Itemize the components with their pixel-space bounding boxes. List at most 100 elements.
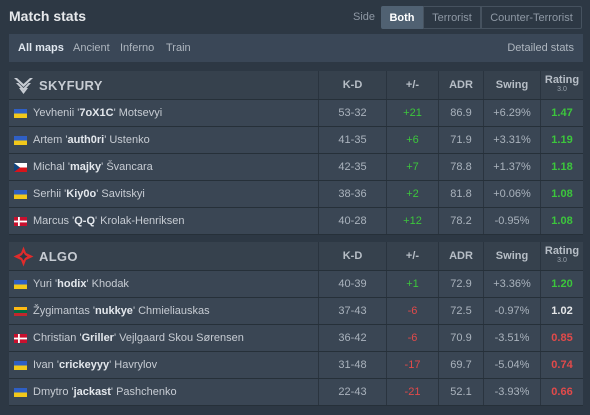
rating-value: 1.02 [540,298,583,324]
kd-value: 40-28 [318,208,386,234]
adr-value: 72.9 [438,271,483,297]
player-nickname: Kiy0o [66,188,97,200]
map-tab-all-maps[interactable]: All maps [18,42,64,54]
side-option-both[interactable]: Both [381,6,423,29]
player-first-name: Dmytro ' [33,386,74,398]
col-adr: ADR [438,242,483,270]
player-row: Michal 'majky' Švancara 42-35 +7 78.8 +1.37%… [9,154,583,181]
col-swing: Swing [483,242,540,270]
player-row: Serhii 'Kiy0o' Savitskyi 38-36 +2 81.8 +0.06… [9,181,583,208]
player-last-name: ' Savitskyi [96,188,145,200]
kd-value: 36-42 [318,325,386,351]
col-rating-label: Rating [544,245,580,257]
swing-value: -3.93% [483,379,540,405]
rating-value: 0.74 [540,352,583,378]
team-header-row: ALGO K-D +/- ADR Swing Rating 3.0 [9,242,583,271]
flag-ua-icon [14,136,27,145]
kd-value: 37-43 [318,298,386,324]
plus-minus-value: -6 [386,325,438,351]
col-rating-version: 3.0 [557,257,567,264]
player-name-link[interactable]: Serhii 'Kiy0o' Savitskyi [33,188,145,200]
player-name-link[interactable]: Artem 'auth0ri' Ustenko [33,134,150,146]
player-last-name: ' Vejlgaard Skou Sørensen [113,332,244,344]
player-name-link[interactable]: Žygimantas 'nukkye' Chmieliauskas [33,305,210,317]
detailed-stats-link[interactable]: Detailed stats [507,42,574,54]
player-nickname: 7oX1C [79,107,114,119]
player-last-name: ' Motsevyi [113,107,163,119]
col-rating: Rating 3.0 [540,71,583,99]
plus-minus-value: +1 [386,271,438,297]
map-tab-ancient[interactable]: Ancient [73,42,110,54]
swing-value: +3.31% [483,127,540,153]
kd-value: 38-36 [318,181,386,207]
adr-value: 69.7 [438,352,483,378]
kd-value: 40-39 [318,271,386,297]
col-kd: K-D [318,71,386,99]
swing-value: -3.51% [483,325,540,351]
player-first-name: Serhii ' [33,188,67,200]
rating-value: 1.08 [540,181,583,207]
player-name-link[interactable]: Yevhenii '7oX1C' Motsevyi [33,107,162,119]
player-name-link[interactable]: Christian 'Griller' Vejlgaard Skou Søren… [33,332,244,344]
player-nickname: hodix [57,278,87,290]
plus-minus-value: +2 [386,181,438,207]
swing-value: +0.06% [483,181,540,207]
player-nickname: crickeyyy [58,359,110,371]
player-row: Yuri 'hodix' Khodak 40-39 +1 72.9 +3.36% 1.20 [9,271,583,298]
player-name-link[interactable]: Marcus 'Q-Q' Krolak-Henriksen [33,215,185,227]
adr-value: 78.8 [438,154,483,180]
col-rating: Rating 3.0 [540,242,583,270]
player-first-name: Yevhenii ' [33,107,80,119]
plus-minus-value: +7 [386,154,438,180]
plus-minus-value: +12 [386,208,438,234]
player-row: Yevhenii '7oX1C' Motsevyi 53-32 +21 86.9 +6.… [9,100,583,127]
col-rating-label: Rating [544,74,580,86]
rating-value: 1.19 [540,127,583,153]
player-name-link[interactable]: Dmytro 'jackast' Pashchenko [33,386,177,398]
player-last-name: ' Chmieliauskas [132,305,210,317]
player-name-link[interactable]: Michal 'majky' Švancara [33,161,153,173]
swing-value: -0.95% [483,208,540,234]
match-stats-header: Match stats Side Both Terrorist Counter-… [0,0,590,34]
player-nickname: Griller [81,332,114,344]
player-first-name: Ivan ' [33,359,59,371]
swing-value: +6.29% [483,100,540,126]
kd-value: 31-48 [318,352,386,378]
player-last-name: ' Švancara [101,161,153,173]
col-swing: Swing [483,71,540,99]
player-last-name: ' Khodak [86,278,129,290]
team-name[interactable]: SKYFURY [39,78,103,93]
player-name-link[interactable]: Yuri 'hodix' Khodak [33,278,129,290]
adr-value: 81.8 [438,181,483,207]
kd-value: 41-35 [318,127,386,153]
rating-value: 0.85 [540,325,583,351]
player-nickname: Q-Q [74,215,95,227]
map-tab-inferno[interactable]: Inferno [120,42,155,54]
player-last-name: ' Krolak-Henriksen [95,215,185,227]
player-row: Artem 'auth0ri' Ustenko 41-35 +6 71.9 +3.31%… [9,127,583,154]
map-filter-bar: All maps Ancient Inferno Train Detailed … [9,34,583,62]
flag-ua-icon [14,280,27,289]
player-nickname: jackast [73,386,111,398]
player-name-link[interactable]: Ivan 'crickeyyy' Havrylov [33,359,157,371]
player-row: Christian 'Griller' Vejlgaard Skou Søren… [9,325,583,352]
side-option-counter-terrorist[interactable]: Counter-Terrorist [481,6,582,29]
col-plus-minus: +/- [386,242,438,270]
side-option-terrorist[interactable]: Terrorist [423,6,481,29]
adr-value: 78.2 [438,208,483,234]
adr-value: 52.1 [438,379,483,405]
player-nickname: auth0ri [67,134,105,146]
player-nickname: nukkye [95,305,133,317]
col-kd: K-D [318,242,386,270]
player-row: Žygimantas 'nukkye' Chmieliauskas 37-43 -6… [9,298,583,325]
team-name[interactable]: ALGO [39,249,78,264]
map-tab-train[interactable]: Train [166,42,191,54]
flag-dk-icon [14,334,27,343]
swing-value: -0.97% [483,298,540,324]
rating-value: 0.66 [540,379,583,405]
flag-lt-icon [14,307,27,316]
flag-dk-icon [14,217,27,226]
plus-minus-value: -21 [386,379,438,405]
player-last-name: ' Ustenko [104,134,150,146]
plus-minus-value: +6 [386,127,438,153]
